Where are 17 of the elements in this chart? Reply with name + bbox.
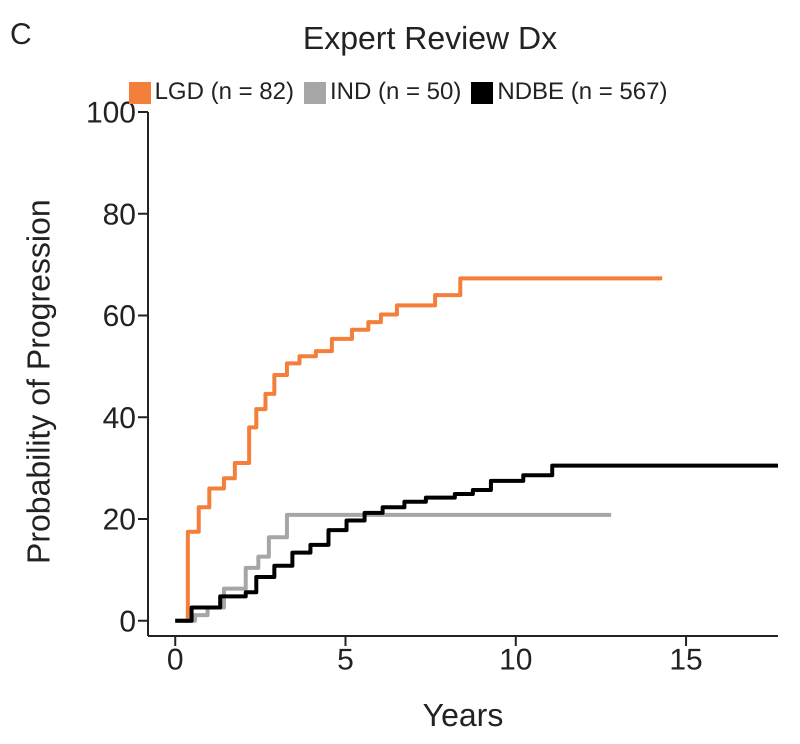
y-axis-title: Probability of Progression [20, 199, 56, 564]
y-tick-label: 20 [102, 504, 136, 537]
chart-title: Expert Review Dx [302, 20, 558, 56]
y-tick-label: 40 [102, 402, 136, 435]
text: C [10, 18, 32, 52]
x-tick-label: 10 [499, 643, 532, 676]
legend-label: NDBE (n = 567) [497, 78, 668, 105]
legend-label: LGD (n = 82) [154, 78, 294, 105]
y-tick-label: 0 [119, 605, 136, 638]
y-tick-label: 100 [86, 96, 136, 130]
y-tick-label: 80 [102, 198, 136, 232]
x-axis-title: Years [422, 697, 504, 733]
x-tick-label: 15 [669, 643, 703, 676]
y-tick-label: 60 [102, 300, 136, 334]
legend-label: IND (n = 50) [330, 78, 462, 105]
x-tick-label: 5 [337, 643, 354, 676]
x-tick-label: 0 [166, 643, 184, 676]
